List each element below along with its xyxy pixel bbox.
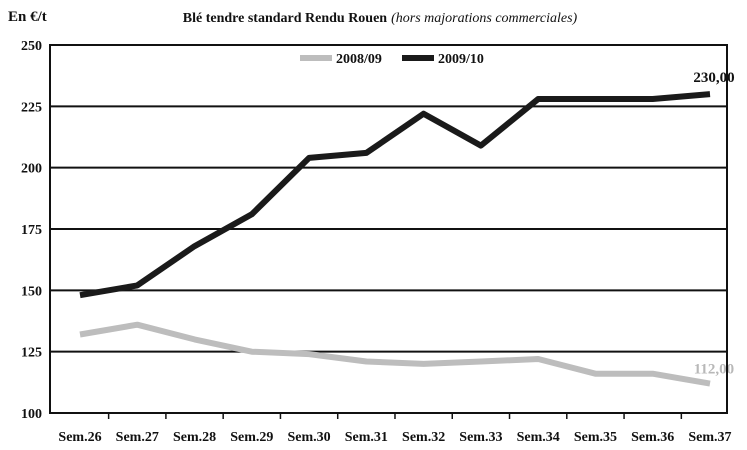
end-label-2009-10: 230,00 bbox=[693, 70, 734, 86]
x-tick-sem-35: Sem.35 bbox=[574, 430, 617, 445]
x-tick-sem-32: Sem.32 bbox=[402, 430, 445, 445]
legend-label-2008-09: 2008/09 bbox=[336, 52, 382, 67]
y-tick-200: 200 bbox=[21, 162, 42, 177]
y-tick-100: 100 bbox=[21, 407, 42, 422]
y-tick-225: 225 bbox=[21, 100, 42, 115]
y-tick-150: 150 bbox=[21, 284, 42, 299]
x-tick-sem-31: Sem.31 bbox=[345, 430, 388, 445]
end-label-2008-09: 112,00 bbox=[694, 362, 734, 378]
x-tick-sem-28: Sem.28 bbox=[173, 430, 216, 445]
chart-title: Blé tendre standard Rendu Rouen (hors ma… bbox=[183, 9, 578, 26]
legend-label-2009-10: 2009/10 bbox=[438, 52, 484, 67]
x-tick-sem-26: Sem.26 bbox=[58, 430, 101, 445]
x-tick-labels: Sem.26 Sem.27 Sem.28 Sem.29 Sem.30 Sem.31 Sem.… bbox=[58, 413, 732, 445]
legend: 2008/09 2009/10 bbox=[300, 52, 484, 67]
x-tick-sem-37: Sem.37 bbox=[688, 430, 731, 445]
x-tick-sem-33: Sem.33 bbox=[459, 430, 502, 445]
x-tick-sem-30: Sem.30 bbox=[287, 430, 330, 445]
y-tick-125: 125 bbox=[21, 346, 42, 361]
y-tick-175: 175 bbox=[21, 223, 42, 238]
series-line-2009-10 bbox=[79, 91, 711, 299]
y-tick-250: 250 bbox=[21, 39, 42, 54]
x-tick-sem-29: Sem.29 bbox=[230, 430, 273, 445]
x-tick-sem-36: Sem.36 bbox=[631, 430, 674, 445]
series-line-2008-09 bbox=[79, 321, 711, 387]
y-axis-label: En €/t bbox=[8, 9, 47, 25]
x-tick-sem-34: Sem.34 bbox=[517, 430, 560, 445]
x-tick-sem-27: Sem.27 bbox=[116, 430, 159, 445]
plot-frame bbox=[49, 44, 728, 414]
series-lines: 112,00 230,00 bbox=[79, 70, 735, 387]
y-tick-labels: 100 125 150 175 200 225 250 bbox=[21, 39, 42, 422]
grid bbox=[50, 105, 727, 353]
